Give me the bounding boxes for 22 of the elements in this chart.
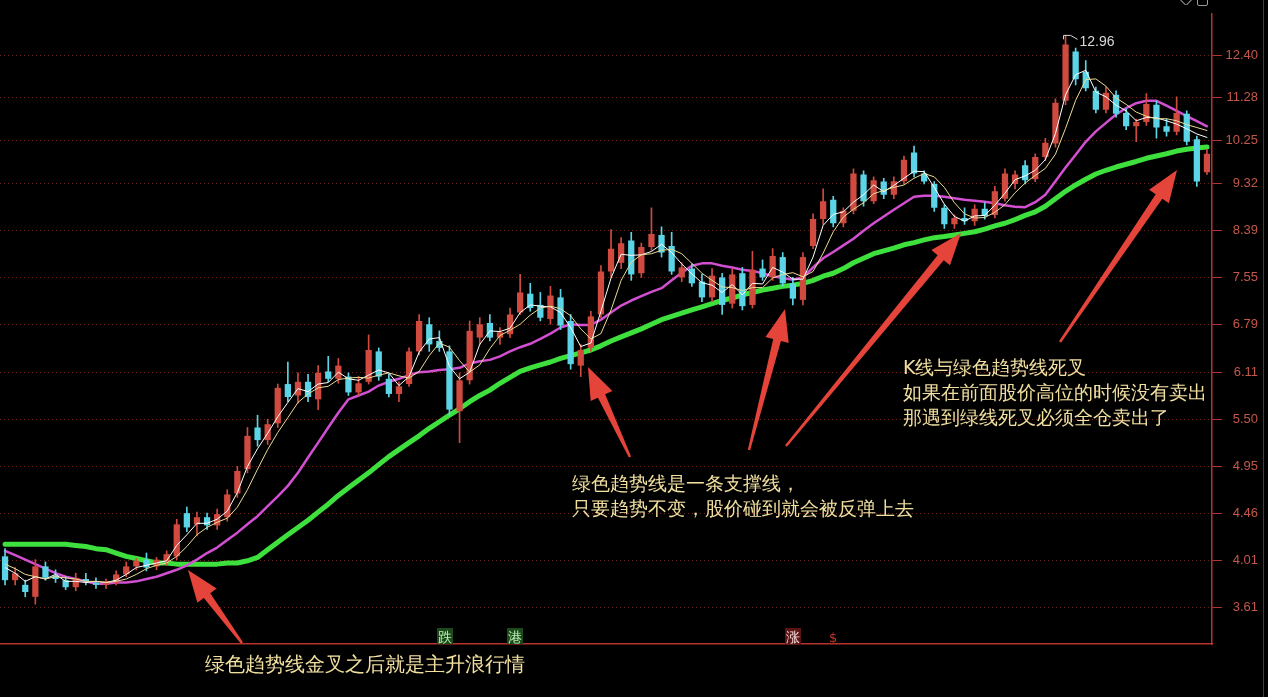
y-tick-label: 12.40: [1225, 46, 1258, 62]
y-tick-label: 8.39: [1232, 221, 1258, 237]
y-tick-label: 4.95: [1232, 458, 1258, 474]
annotation: 跌: [438, 629, 452, 645]
y-tick-label: 3.61: [1232, 599, 1258, 615]
y-tick-label: 5.50: [1232, 410, 1258, 426]
annotation: 绿色趋势线是一条支撑线，只要趋势不变，股价碰到就会被反弹上去: [572, 472, 914, 519]
candlestick: [1133, 118, 1140, 143]
annotation: 港: [508, 629, 522, 645]
y-tick-label: 7.55: [1232, 268, 1258, 284]
y-tick-label: 6.79: [1232, 316, 1258, 332]
y-tick-label: 4.46: [1232, 504, 1258, 520]
y-tick-label: 11.28: [1226, 89, 1258, 105]
y-tick-label: 10.25: [1225, 132, 1258, 148]
y-tick-label: 9.32: [1232, 174, 1258, 190]
annotation: 12.96: [1079, 33, 1115, 50]
annotation: 涨: [786, 629, 800, 645]
annotation: K线与绿色趋势线死叉如果在前面股价高位的时候没有卖出那遇到绿线死叉必须全仓卖出了: [903, 356, 1207, 428]
y-tick-label: 6.11: [1233, 363, 1258, 379]
text: 绿色趋势线金叉之后就是主升浪行情: [205, 652, 525, 676]
annotation: $: [829, 630, 838, 645]
y-tick-label: 4.01: [1232, 552, 1258, 568]
